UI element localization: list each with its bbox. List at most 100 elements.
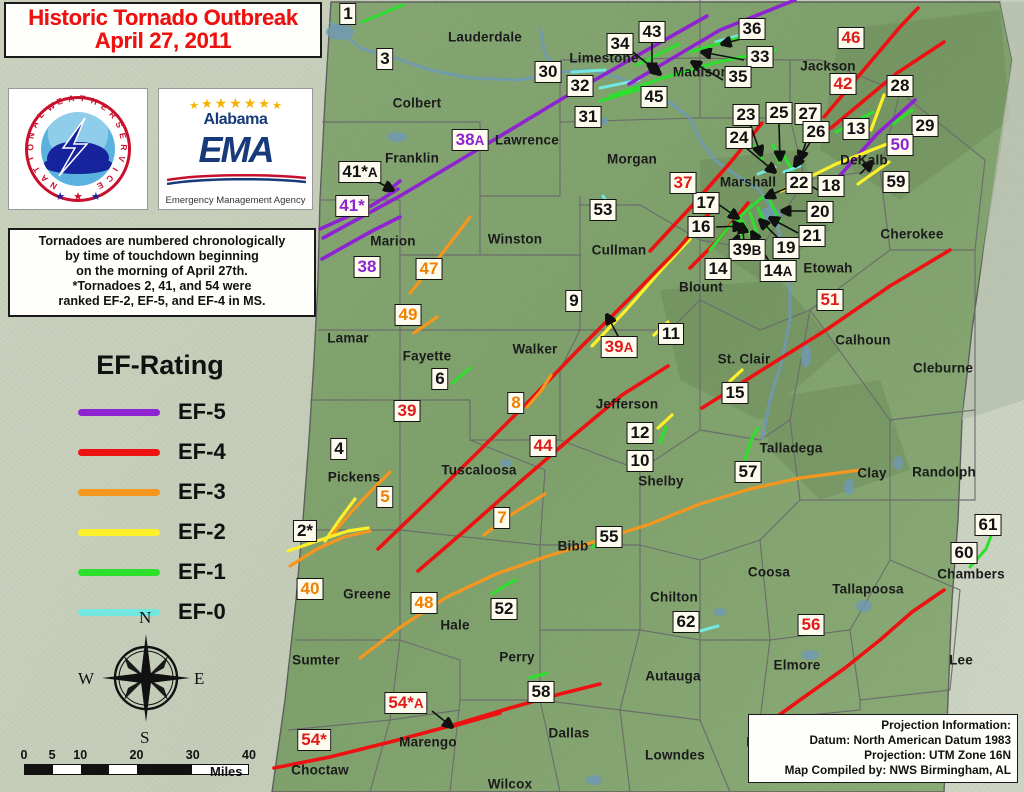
tornado-label-58: 58 — [527, 680, 555, 704]
tornado-track-31 — [598, 85, 650, 103]
nws-ring-char: W — [44, 100, 57, 114]
nws-ring-char: E — [99, 101, 110, 113]
tornado-label-55: 55 — [595, 525, 623, 549]
tornado-label-47: 47 — [415, 257, 443, 281]
nws-ring-char: T — [79, 93, 86, 104]
county-label-blount: Blount — [679, 279, 723, 295]
title-line-2: April 27, 2011 — [94, 28, 232, 53]
tornado-label-41starA: 41*A — [338, 160, 382, 184]
county-label-colbert: Colbert — [392, 95, 442, 111]
tornado-track-47 — [408, 215, 472, 295]
county-label-hale: Hale — [440, 617, 470, 633]
compass-west-label: W — [78, 669, 95, 688]
tornado-label-54star: 54* — [297, 728, 331, 752]
legend-label-ef-0: EF-0 — [178, 599, 226, 624]
state-polygon — [271, 1, 1013, 792]
projection-line-1: Projection Information: — [881, 718, 1011, 732]
tornado-label-11: 11 — [658, 322, 684, 346]
nws-ring-char: E — [55, 95, 65, 107]
tornado-label-21: 21 — [798, 224, 826, 248]
county-label-jefferson: Jefferson — [595, 396, 659, 412]
county-label-st-clair: St. Clair — [717, 351, 771, 367]
county-label-bibb: Bibb — [557, 538, 589, 554]
county-label-sumter: Sumter — [292, 652, 340, 668]
tornado-track-4 — [323, 497, 357, 543]
tornado-label-50: 50 — [886, 133, 914, 157]
nws-ring-char: C — [104, 172, 116, 185]
tornado-label-45: 45 — [640, 85, 668, 109]
tornado-label-23: 23 — [732, 103, 760, 127]
county-label-clay: Clay — [857, 465, 887, 481]
projection-line-2: Datum: North American Datum 1983 — [809, 733, 1011, 748]
tornado-label-20: 20 — [806, 200, 834, 224]
tornado-label-19: 19 — [772, 236, 800, 260]
tornado-label-29: 29 — [911, 114, 939, 138]
tornado-label-39B: 39B — [728, 238, 766, 262]
county-label-lawrence: Lawrence — [495, 132, 559, 148]
legend-swatch-ef-5 — [78, 408, 160, 416]
tornado-track-40 — [288, 529, 372, 568]
county-label-morgan: Morgan — [607, 151, 657, 167]
tornado-label-18: 18 — [817, 174, 845, 198]
tornado-track-22 — [742, 195, 765, 214]
legend-label-ef-1: EF-1 — [178, 559, 226, 584]
ema-acronym: EMA — [198, 129, 275, 170]
compass-south-label: S — [140, 728, 150, 747]
legend-row-ef-2: EF-2 — [78, 512, 308, 552]
tornado-label-41star: 41* — [335, 194, 369, 218]
tornado-label-44: 44 — [529, 434, 557, 458]
tornado-label-51: 51 — [816, 288, 844, 312]
legend-label-ef-4: EF-4 — [178, 439, 226, 464]
nws-ring-char: S — [113, 119, 125, 130]
tornado-track-38A — [321, 14, 709, 240]
legend-label-ef-3: EF-3 — [178, 479, 226, 504]
nws-ring-char: R — [118, 144, 130, 151]
projection-info-box: Projection Information: Datum: North Amer… — [748, 714, 1018, 784]
nws-ring-char: H — [89, 95, 99, 108]
tornado-label-56: 56 — [797, 613, 825, 637]
tornado-track-30 — [570, 68, 607, 74]
tornado-label-53: 53 — [589, 198, 617, 222]
tornado-label-10: 10 — [626, 449, 654, 473]
county-label-lauderdale: Lauderdale — [447, 29, 523, 45]
tornado-track-44 — [416, 364, 670, 573]
county-label-greene: Greene — [343, 586, 391, 602]
numbering-note-box: Tornadoes are numbered chronologically by… — [8, 228, 316, 317]
nws-ring-char: A — [28, 119, 41, 130]
tornado-track-6 — [451, 366, 472, 385]
title-line-1: Historic Tornado Outbreak — [28, 5, 298, 31]
tornado-track-1 — [360, 3, 405, 24]
note-line-5: ranked EF-2, EF-5, and EF-4 in MS. — [58, 294, 266, 309]
county-label-perry: Perry — [499, 649, 535, 665]
legend-title: EF-Rating — [96, 350, 224, 380]
county-label-lamar: Lamar — [327, 330, 369, 346]
tornado-label-31: 31 — [574, 105, 602, 129]
tornado-track-57 — [742, 426, 760, 464]
tornado-label-38: 38 — [353, 255, 381, 279]
nws-emblem — [41, 112, 115, 186]
projection-line-4: Map Compiled by: NWS Birmingham, AL — [784, 763, 1011, 778]
tornado-track-15 — [728, 368, 744, 383]
tornado-label-7: 7 — [493, 506, 511, 530]
county-label-cullman: Cullman — [591, 242, 647, 258]
tornado-label-22: 22 — [785, 171, 813, 195]
county-label-marshall: Marshall — [719, 174, 777, 190]
scale-tick-40: 40 — [242, 748, 256, 762]
tornado-track-56 — [755, 588, 946, 733]
county-label-chilton: Chilton — [650, 589, 698, 605]
tornado-label-12: 12 — [626, 421, 654, 445]
scale-tick-10: 10 — [73, 748, 88, 762]
scale-tick-0: 0 — [20, 748, 28, 762]
county-label-calhoun: Calhoun — [835, 332, 891, 348]
note-line-4: *Tornadoes 2, 41, and 54 were — [72, 279, 252, 294]
county-label-lee: Lee — [949, 652, 973, 668]
legend-swatch-ef-4 — [78, 448, 160, 456]
legend-label-ef-5: EF-5 — [178, 399, 226, 424]
tornado-track-33 — [688, 34, 747, 54]
ema-state-label: Alabama — [203, 111, 268, 128]
tornado-track-2star — [286, 526, 370, 553]
legend-swatch-ef-1 — [78, 568, 160, 576]
county-label-coosa: Coosa — [747, 564, 791, 580]
